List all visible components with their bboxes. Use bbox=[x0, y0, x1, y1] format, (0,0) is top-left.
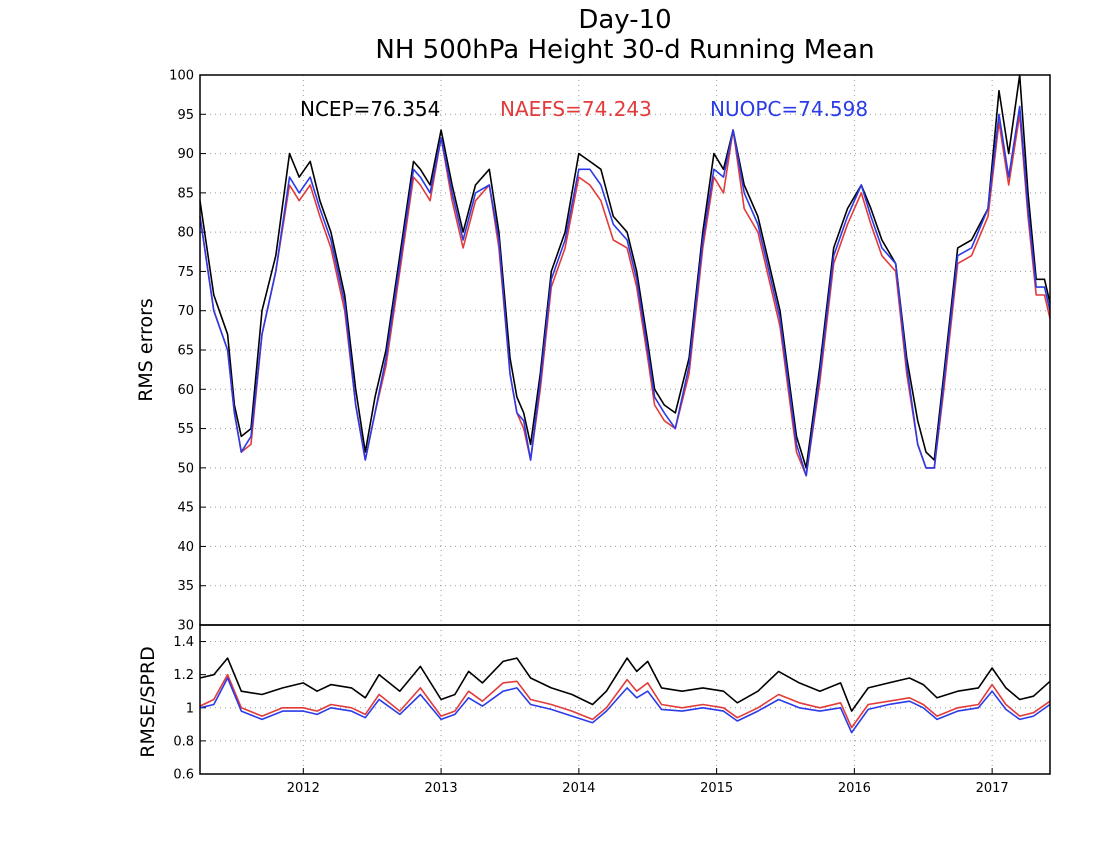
rms-y-tick-label: 75 bbox=[177, 265, 194, 280]
rms-y-tick-label: 40 bbox=[177, 540, 194, 555]
ratio-y-tick-label: 1.4 bbox=[173, 635, 194, 650]
rms-series-nuopc bbox=[199, 105, 1051, 477]
ratio-panel: 0.6 0.8 1 1.2 1.4 RMSE/SPRD bbox=[137, 625, 1051, 783]
legend-ncep: NCEP=76.354 bbox=[300, 97, 440, 121]
x-tick-label: 2017 bbox=[976, 781, 1009, 796]
rms-y-tick-label: 95 bbox=[177, 108, 194, 123]
rms-y-tick-label: 30 bbox=[177, 619, 194, 634]
ratio-gridlines bbox=[200, 625, 1050, 774]
rms-y-tick-label: 65 bbox=[177, 344, 194, 359]
rms-y-tick-label: 45 bbox=[177, 501, 194, 516]
chart-subtitle: NH 500hPa Height 30-d Running Mean bbox=[375, 35, 874, 65]
rms-series-naefs bbox=[199, 113, 1051, 477]
rms-panel: 30 35 40 45 50 55 60 65 70 75 80 85 90 95 100 RMS erro… bbox=[135, 69, 1051, 634]
x-tick-label: 2016 bbox=[838, 781, 871, 796]
legend-naefs: NAEFS=74.243 bbox=[500, 97, 652, 121]
ratio-series-nuopc bbox=[199, 677, 1051, 734]
rms-y-tick-label: 80 bbox=[177, 226, 194, 241]
x-tick-label: 2012 bbox=[287, 781, 320, 796]
rms-y-ticks: 30 35 40 45 50 55 60 65 70 75 80 85 90 95 100 bbox=[169, 69, 206, 634]
ratio-y-ticks: 0.6 0.8 1 1.2 1.4 bbox=[173, 635, 206, 783]
ratio-y-tick-label: 0.6 bbox=[173, 768, 194, 783]
ratio-y-tick-label: 1 bbox=[186, 701, 194, 716]
legend: NCEP=76.354 NAEFS=74.243 NUOPC=74.598 bbox=[300, 97, 868, 121]
rms-y-tick-label: 85 bbox=[177, 186, 194, 201]
ratio-series-naefs bbox=[199, 673, 1051, 729]
ratio-panel-frame bbox=[199, 624, 1051, 775]
rms-gridlines bbox=[200, 75, 1050, 625]
ratio-y-tick-label: 1.2 bbox=[173, 668, 194, 683]
ratio-y-tick-label: 0.8 bbox=[173, 734, 194, 749]
rms-y-tick-label: 55 bbox=[177, 422, 194, 437]
x-tick-label: 2013 bbox=[425, 781, 458, 796]
x-ticks: 2012 2013 2014 2015 2016 2017 bbox=[287, 768, 1009, 796]
rms-y-tick-label: 50 bbox=[177, 461, 194, 476]
ratio-series-ncep bbox=[199, 657, 1051, 712]
rms-y-tick-label: 35 bbox=[177, 579, 194, 594]
x-tick-label: 2014 bbox=[562, 781, 595, 796]
ratio-series bbox=[199, 657, 1051, 734]
chart-title: Day-10 bbox=[578, 5, 671, 35]
rms-series-ncep bbox=[199, 74, 1051, 469]
rms-y-tick-label: 90 bbox=[177, 147, 194, 162]
legend-nuopc: NUOPC=74.598 bbox=[710, 97, 868, 121]
rms-y-tick-label: 70 bbox=[177, 304, 194, 319]
rms-y-tick-label: 100 bbox=[169, 69, 194, 84]
rms-series bbox=[199, 74, 1051, 477]
x-tick-label: 2015 bbox=[700, 781, 733, 796]
rms-y-axis-label: RMS errors bbox=[135, 298, 157, 402]
rms-y-tick-label: 60 bbox=[177, 383, 194, 398]
ratio-y-axis-label: RMSE/SPRD bbox=[137, 646, 159, 757]
